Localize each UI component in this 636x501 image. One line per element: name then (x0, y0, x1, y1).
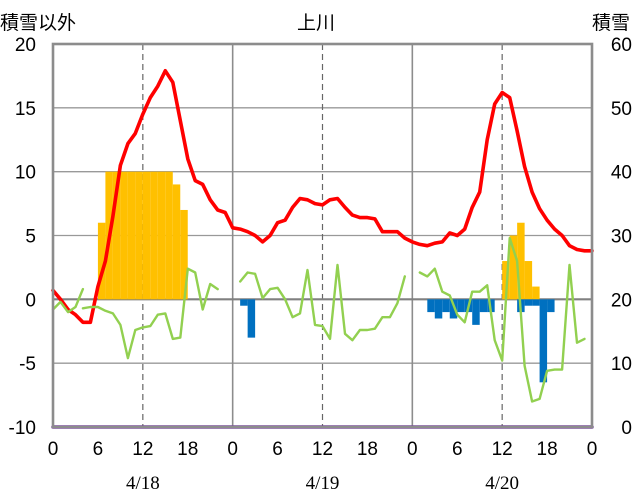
bar-snow_depth_change (135, 171, 143, 300)
bar-snow_depth_change (112, 171, 121, 300)
bar-snow_depth_loss (524, 299, 533, 306)
line-wind (238, 263, 406, 342)
line-temperature (51, 69, 594, 325)
bar-snow_depth_loss (240, 299, 248, 306)
y-tick-right: 10 (611, 354, 632, 375)
y-tick-left: 10 (15, 163, 36, 184)
y-tick-right: 20 (611, 290, 632, 311)
bar-snow_depth_change (509, 235, 518, 300)
bar-snow_depth_loss (442, 299, 450, 313)
y-tick-left: 5 (25, 227, 36, 248)
x-tick: 18 (177, 439, 198, 460)
frame-layer (51, 42, 594, 429)
line-wind (418, 236, 586, 403)
x-tick: 6 (93, 439, 104, 460)
bar-snow_depth_change (142, 171, 151, 300)
bar-snow_depth_change (165, 171, 173, 300)
bar-snow_depth_loss (457, 299, 465, 313)
date-label: 4/18 (126, 473, 160, 494)
bar-snow_depth_loss (449, 299, 458, 319)
x-tick: 12 (492, 439, 513, 460)
bar-snow_depth_change (502, 261, 510, 300)
bar-snow_depth_change (120, 171, 128, 300)
x-tick: 12 (132, 439, 153, 460)
date-label: 4/19 (306, 473, 340, 494)
date-label: 4/20 (485, 473, 519, 494)
chart-title: 上川 (297, 12, 335, 34)
y-tick-right: 30 (611, 227, 632, 248)
y-tick-right: 0 (621, 418, 632, 439)
y-tick-left: 15 (15, 99, 36, 120)
bar-snow_depth_loss (479, 299, 488, 313)
y-axis-right-label: 積雪 (592, 12, 630, 34)
line-wind (81, 267, 219, 360)
bar-snow_depth_loss (532, 299, 540, 306)
bar-snow_depth_loss (472, 299, 480, 325)
x-tick: 0 (48, 439, 59, 460)
bar-snow_depth_change (172, 184, 181, 300)
bar-snow_depth_change (180, 209, 188, 300)
x-tick: 12 (312, 439, 333, 460)
bar-snow_depth_change (517, 222, 525, 300)
bar-snow_depth_change (150, 171, 158, 300)
x-tick: 18 (537, 439, 558, 460)
x-tick: 6 (272, 439, 283, 460)
bar-snow_depth_loss (434, 299, 443, 319)
bar-snow_depth_change (524, 261, 533, 300)
bar-snow_depth_loss (539, 299, 548, 383)
bar-snow_depth_loss (247, 299, 256, 338)
bar-snow_depth_change (157, 171, 166, 300)
y-tick-left: 0 (25, 290, 36, 311)
y-axis-left-label: 積雪以外 (0, 12, 76, 34)
bar-snow_depth_loss (547, 299, 555, 313)
y-tick-right: 40 (611, 163, 632, 184)
y-tick-right: 50 (611, 99, 632, 120)
bar-snow_depth_loss (427, 299, 435, 313)
y-tick-left: -5 (19, 354, 36, 375)
bar-snow_depth_change (532, 286, 540, 300)
bar-snow_depth_change (127, 171, 136, 300)
line-wind (51, 287, 85, 314)
x-tick: 6 (452, 439, 463, 460)
plot-frame (51, 42, 594, 429)
x-tick: 0 (227, 439, 238, 460)
y-tick-left: -10 (9, 418, 36, 439)
y-tick-right: 60 (611, 35, 632, 56)
x-tick: 0 (587, 439, 598, 460)
x-tick: 18 (357, 439, 378, 460)
y-tick-left: 20 (15, 35, 36, 56)
bar-snow_depth_change (97, 222, 106, 300)
x-tick: 0 (407, 439, 418, 460)
